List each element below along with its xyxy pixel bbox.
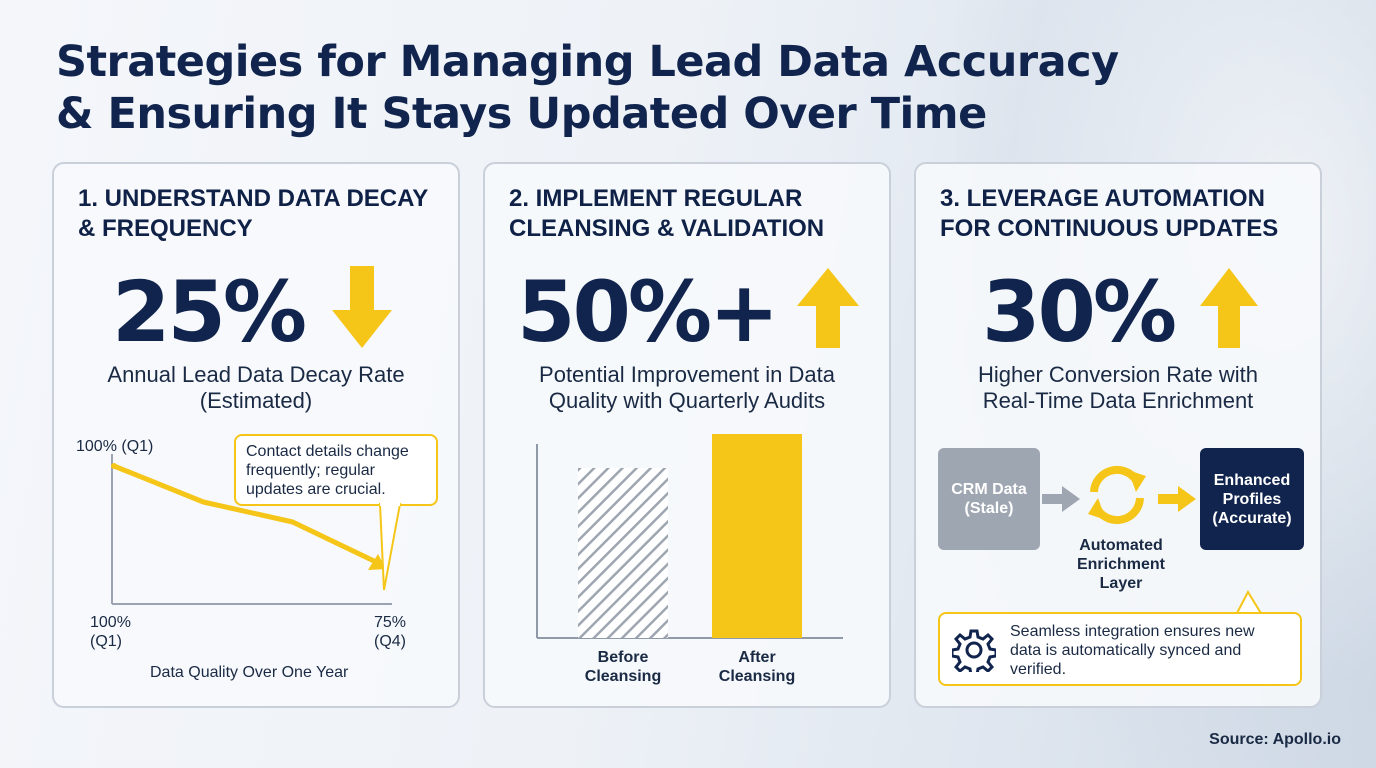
- sync-icon: [1088, 465, 1146, 525]
- bar-category-label: Before: [598, 649, 649, 666]
- callout-box: Contact details change frequently; regul…: [234, 434, 438, 506]
- decay-line-chart: [111, 454, 392, 605]
- card-cleansing: 2. IMPLEMENT REGULAR CLEANSING & VALIDAT…: [483, 162, 891, 708]
- crm-line-1: CRM Data: [951, 481, 1027, 498]
- arrow-right-icon: [1042, 486, 1080, 512]
- decay-series-line: [113, 463, 376, 564]
- integration-note: Seamless integration ensures new data is…: [938, 612, 1302, 686]
- arrow-up-icon: [797, 268, 859, 348]
- layer-line-2: Enrichment: [1076, 556, 1165, 573]
- card-heading-line-1: 3. LEVERAGE AUTOMATION: [940, 185, 1265, 212]
- card-heading: 2. IMPLEMENT REGULAR CLEANSING & VALIDAT…: [509, 184, 879, 244]
- card-data-decay: 1. UNDERSTAND DATA DECAY & FREQUENCY 25%…: [52, 162, 460, 708]
- card-heading-line-1: 1. UNDERSTAND DATA DECAY: [78, 185, 429, 212]
- right-tick-line-1: 75%: [374, 614, 407, 631]
- decay-arrowhead: [368, 554, 386, 570]
- stat-value: 25%: [112, 263, 307, 361]
- card-heading-line-1: 2. IMPLEMENT REGULAR: [509, 185, 803, 212]
- decay-point-q1: [111, 463, 117, 469]
- enhanced-profiles-box: Enhanced Profiles (Accurate): [1200, 448, 1304, 550]
- page-title: Strategies for Managing Lead Data Accura…: [56, 36, 1156, 140]
- callout-line-3: updates are crucial.: [246, 481, 386, 498]
- stat-description: Annual Lead Data Decay Rate (Estimated): [54, 362, 458, 414]
- desc-line-2: Quality with Quarterly Audits: [548, 388, 826, 413]
- card-heading: 1. UNDERSTAND DATA DECAY & FREQUENCY: [78, 184, 448, 244]
- left-tick-line-1: 100%: [90, 614, 131, 631]
- enrichment-layer-label: Automated Enrichment Layer: [1056, 536, 1186, 593]
- card-heading-line-2: FOR CONTINUOUS UPDATES: [940, 215, 1279, 242]
- bar-category-label: After: [738, 649, 775, 666]
- crm-line-2: (Stale): [964, 500, 1014, 517]
- crm-data-box: CRM Data (Stale): [938, 448, 1040, 550]
- arrow-right-icon: [1158, 486, 1196, 512]
- desc-line-2: (Estimated): [199, 388, 313, 413]
- bar-category-label: Cleansing: [719, 668, 795, 685]
- stat-description: Potential Improvement in Data Quality wi…: [485, 362, 889, 414]
- source-label: Source: Apollo.io: [1209, 731, 1341, 748]
- enhanced-line-1: Enhanced: [1213, 471, 1291, 489]
- desc-line-2: Real-Time Data Enrichment: [982, 388, 1254, 413]
- callout-line-1: Contact details change: [246, 443, 409, 460]
- right-tick-line-2: (Q4): [374, 633, 406, 650]
- desc-line-1: Potential Improvement in Data: [539, 362, 835, 387]
- title-line-1: Strategies for Managing Lead Data Accura…: [56, 37, 1119, 87]
- enhanced-line-2: Profiles: [1222, 490, 1282, 508]
- stat-value: 50%+: [517, 263, 779, 361]
- layer-line-1: Automated: [1079, 537, 1163, 554]
- bar-category-label: Cleansing: [585, 668, 661, 685]
- arrow-up-icon: [1200, 268, 1258, 348]
- arrow-down-icon: [332, 266, 392, 348]
- note-line-1: Seamless integration ensures new: [1010, 623, 1255, 640]
- note-text: Seamless integration ensures new data is…: [1010, 622, 1290, 679]
- enhanced-line-3: (Accurate): [1212, 509, 1292, 527]
- card-heading-line-2: CLEANSING & VALIDATION: [509, 215, 825, 242]
- card-heading: 3. LEVERAGE AUTOMATION FOR CONTINUOUS UP…: [940, 184, 1310, 244]
- callout-pointer: [378, 502, 402, 591]
- left-tick-line-2: (Q1): [90, 633, 122, 650]
- desc-line-1: Annual Lead Data Decay Rate: [107, 362, 405, 387]
- bar-before-cleansing: [578, 468, 668, 638]
- layer-line-3: Layer: [1099, 575, 1143, 592]
- chart-x-label: Data Quality Over One Year: [150, 664, 349, 681]
- card-heading-line-2: & FREQUENCY: [78, 215, 253, 242]
- chart-start-label: 100% (Q1): [76, 438, 154, 455]
- note-line-3: verified.: [1010, 661, 1067, 678]
- stat-description: Higher Conversion Rate with Real-Time Da…: [916, 362, 1320, 414]
- gear-icon: [952, 629, 996, 672]
- title-line-2: & Ensuring It Stays Updated Over Time: [56, 89, 987, 139]
- card-automation: 3. LEVERAGE AUTOMATION FOR CONTINUOUS UP…: [914, 162, 1322, 708]
- note-line-2: data is automatically synced and: [1010, 642, 1242, 659]
- callout-line-2: frequently; regular: [246, 462, 375, 479]
- chart-left-tick: 100% (Q1): [90, 613, 131, 651]
- stat-value: 30%: [982, 263, 1177, 361]
- desc-line-1: Higher Conversion Rate with: [977, 362, 1259, 387]
- bar-after-cleansing: [712, 434, 802, 638]
- chart-right-tick: 75% (Q4): [374, 613, 406, 651]
